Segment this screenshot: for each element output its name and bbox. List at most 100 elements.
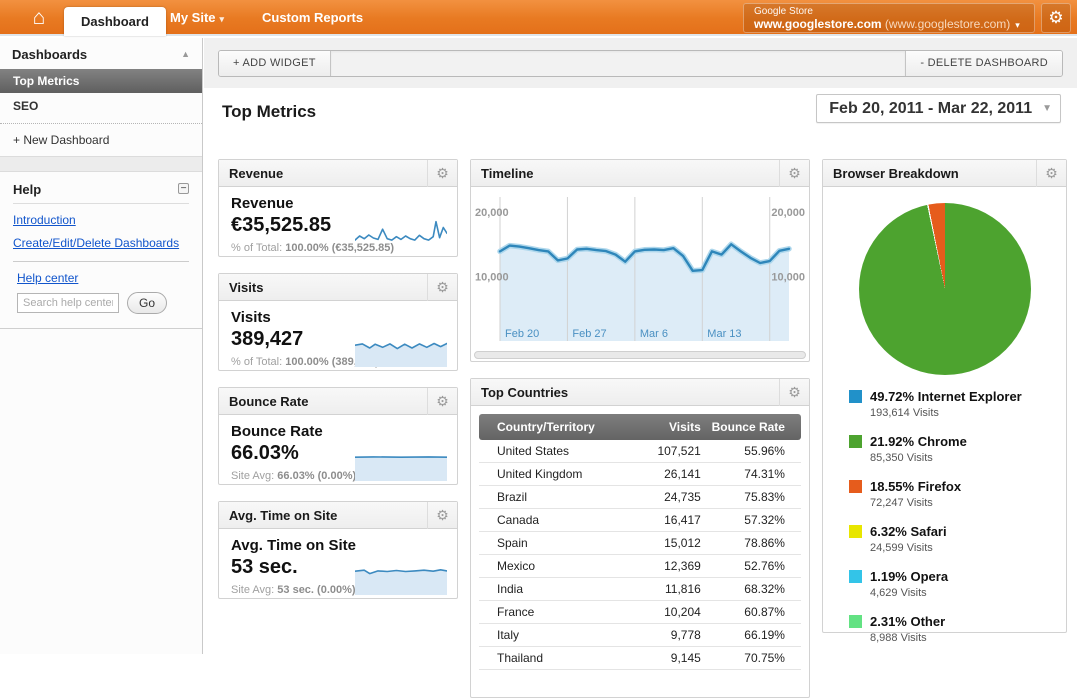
countries-table-header: Country/Territory Visits Bounce Rate	[479, 414, 801, 440]
legend-label: 6.32% Safari	[870, 524, 947, 539]
widget-revenue: Revenue ⚙ Revenue €35,525.85 % of Total: …	[218, 159, 458, 257]
help-panel: Help − Introduction Create/Edit/Delete D…	[0, 172, 202, 329]
widget-top-countries: Top Countries ⚙ Country/Territory Visits …	[470, 378, 810, 698]
cell-bounce-rate: 74.31%	[744, 467, 785, 481]
cell-country: Brazil	[497, 490, 528, 504]
dashboards-section-header: Dashboards ▲	[0, 38, 202, 69]
column-visits: Visits	[669, 420, 701, 434]
help-link-introduction[interactable]: Introduction	[13, 213, 76, 227]
tab-dashboard[interactable]: Dashboard	[64, 7, 166, 36]
account-selector[interactable]: Google Store www.googlestore.com (www.go…	[743, 3, 1035, 33]
widget-gear-icon[interactable]: ⚙	[427, 274, 457, 301]
cell-bounce-rate: 70.75%	[744, 651, 785, 665]
delete-dashboard-button[interactable]: - DELETE DASHBOARD	[905, 51, 1062, 76]
widget-gear-icon[interactable]: ⚙	[1036, 160, 1066, 187]
help-search-go-button[interactable]: Go	[127, 292, 168, 314]
legend-visits: 72,247 Visits	[870, 497, 933, 509]
date-range-selector[interactable]: Feb 20, 2011 - Mar 22, 2011 ▼	[816, 94, 1061, 123]
widget-gear-icon[interactable]: ⚙	[427, 502, 457, 529]
svg-text:10,000: 10,000	[771, 272, 805, 284]
widget-gear-icon[interactable]: ⚙	[427, 388, 457, 415]
legend-visits: 193,614 Visits	[870, 407, 939, 419]
tab-my-site[interactable]: My Site ▾	[170, 0, 224, 36]
cell-country: Thailand	[497, 651, 544, 665]
chevron-down-icon: ▾	[219, 14, 225, 24]
account-name: Google Store	[754, 6, 813, 17]
browser-legend: 49.72% Internet Explorer 193,614 Visits …	[823, 379, 1066, 644]
metric-subtitle: Site Avg: 53 sec. (0.00%)	[231, 584, 445, 596]
help-search-input[interactable]	[17, 293, 119, 313]
legend-swatch	[849, 525, 862, 538]
dashboards-title: Dashboards	[12, 47, 88, 62]
metric-subtitle-label: Site Avg:	[231, 584, 278, 596]
cell-bounce-rate: 75.83%	[744, 490, 785, 504]
metric-value: 66.03%	[231, 442, 299, 464]
divider	[0, 157, 202, 172]
visits-sparkline	[355, 342, 447, 367]
widget-bounce-rate: Bounce Rate ⚙ Bounce Rate 66.03% Site Avg…	[218, 387, 458, 485]
widget-visits: Visits ⚙ Visits 389,427 % of Total: 100.0…	[218, 273, 458, 371]
home-icon[interactable]: ⌂	[32, 6, 46, 29]
metric-subtitle: % of Total: 100.00% (€35,525.85)	[231, 242, 445, 254]
widget-avg-time-on-site: Avg. Time on Site ⚙ Avg. Time on Site 53 …	[218, 501, 458, 599]
toolbar-track	[330, 51, 906, 76]
help-center-link[interactable]: Help center	[17, 271, 79, 285]
add-widget-button[interactable]: + ADD WIDGET	[219, 51, 331, 76]
metric-name: Avg. Time on Site	[231, 537, 357, 554]
widget-gear-icon[interactable]: ⚙	[779, 379, 809, 406]
legend-swatch	[849, 390, 862, 403]
settings-gear-icon[interactable]: ⚙	[1041, 3, 1071, 33]
widget-title: Revenue	[229, 166, 284, 181]
table-row: France 10,204 60.87%	[479, 601, 801, 624]
cell-country: United States	[497, 444, 570, 458]
legend-label: 49.72% Internet Explorer	[870, 389, 1022, 404]
sidebar-item-seo[interactable]: SEO	[13, 99, 39, 113]
metric-subtitle-label: % of Total:	[231, 356, 286, 368]
help-title: Help	[13, 182, 42, 197]
widget-gear-icon[interactable]: ⚙	[779, 160, 809, 187]
table-row: Italy 9,778 66.19%	[479, 624, 801, 647]
timeline-scrollbar[interactable]	[474, 351, 806, 359]
cell-bounce-rate: 52.76%	[744, 559, 785, 573]
help-section-header: Help −	[13, 182, 189, 204]
cell-country: Spain	[497, 536, 528, 550]
sidebar-item-top-metrics[interactable]: Top Metrics	[0, 69, 202, 93]
metric-subtitle-label: Site Avg:	[231, 470, 278, 482]
chevron-down-icon: ▾	[1015, 20, 1020, 30]
table-row: Spain 15,012 78.86%	[479, 532, 801, 555]
widget-title: Timeline	[481, 166, 534, 181]
widget-title: Avg. Time on Site	[229, 508, 338, 523]
widget-gear-icon[interactable]: ⚙	[427, 160, 457, 187]
widget-title: Visits	[229, 280, 264, 295]
metric-value: 389,427	[231, 328, 304, 350]
svg-text:Mar 6: Mar 6	[640, 328, 668, 340]
legend-swatch	[849, 570, 862, 583]
legend-item: 18.55% Firefox 72,247 Visits	[849, 479, 1056, 509]
cell-visits: 15,012	[664, 536, 701, 550]
timeline-area-chart: 10,000 10,000 20,000 20,000 Feb 20 Feb 27 Mar …	[475, 197, 805, 341]
metric-subtitle-value: 66.03% (0.00%)	[277, 470, 357, 482]
table-row: Mexico 12,369 52.76%	[479, 555, 801, 578]
new-dashboard-button[interactable]: + New Dashboard	[0, 124, 202, 157]
avg-time-sparkline	[355, 569, 447, 595]
table-row: United States 107,521 55.96%	[479, 440, 801, 463]
legend-visits: 4,629 Visits	[870, 587, 927, 599]
collapse-minus-icon[interactable]: −	[178, 183, 189, 194]
svg-text:10,000: 10,000	[475, 272, 509, 284]
legend-swatch	[849, 435, 862, 448]
legend-label: 1.19% Opera	[870, 569, 949, 584]
cell-country: France	[497, 605, 535, 619]
cell-visits: 26,141	[664, 467, 701, 481]
tab-custom-reports[interactable]: Custom Reports	[262, 10, 364, 25]
collapse-arrow-icon[interactable]: ▲	[181, 49, 190, 59]
help-link-create-edit-delete[interactable]: Create/Edit/Delete Dashboards	[13, 236, 180, 250]
table-row: Canada 16,417 57.32%	[479, 509, 801, 532]
cell-bounce-rate: 60.87%	[744, 605, 785, 619]
tab-my-site-label: My Site	[170, 10, 216, 25]
bounce-rate-sparkline	[355, 456, 447, 481]
table-row: India 11,816 68.32%	[479, 578, 801, 601]
sidebar: Dashboards ▲ Top Metrics SEO + New Dashb…	[0, 38, 203, 654]
divider	[0, 123, 202, 124]
cell-bounce-rate: 66.19%	[744, 628, 785, 642]
metric-subtitle-label: % of Total:	[231, 242, 286, 254]
